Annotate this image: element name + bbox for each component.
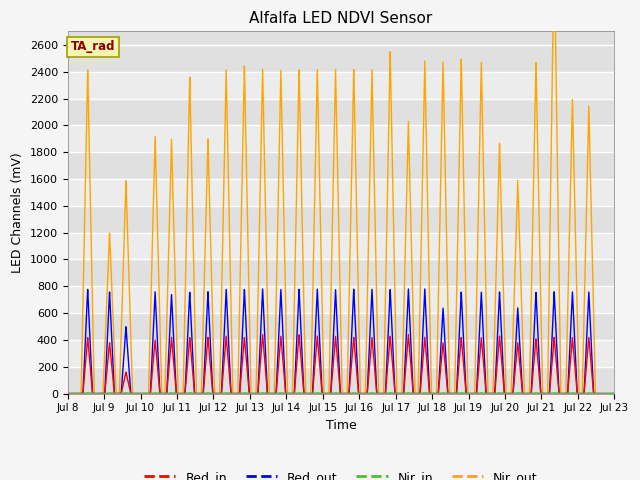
Title: Alfalfa LED NDVI Sensor: Alfalfa LED NDVI Sensor	[250, 11, 433, 26]
Bar	[68, 98, 614, 125]
Bar	[68, 313, 614, 340]
Legend: Red_in, Red_out, Nir_in, Nir_out: Red_in, Red_out, Nir_in, Nir_out	[139, 466, 543, 480]
Bar	[68, 179, 614, 206]
Text: TA_rad: TA_rad	[70, 40, 115, 53]
Bar	[68, 152, 614, 179]
X-axis label: Time: Time	[326, 419, 356, 432]
Bar	[68, 340, 614, 367]
Bar	[68, 233, 614, 260]
Bar	[68, 206, 614, 233]
Bar	[68, 45, 614, 72]
Y-axis label: LED Channels (mV): LED Channels (mV)	[11, 152, 24, 273]
Bar	[68, 260, 614, 286]
Bar	[68, 286, 614, 313]
Bar	[68, 125, 614, 152]
Bar	[68, 72, 614, 98]
Bar	[68, 367, 614, 394]
